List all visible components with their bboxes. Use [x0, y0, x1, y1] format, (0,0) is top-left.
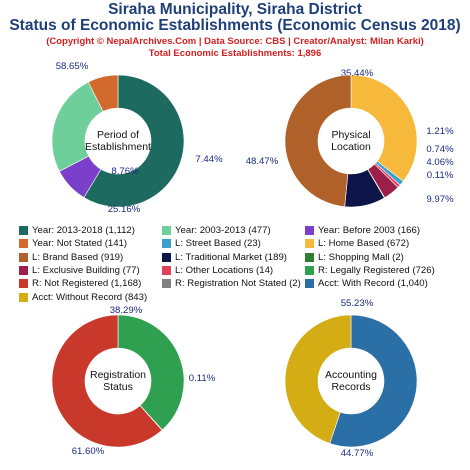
donut-1: 58.65% 8.76% 25.16% 7.44% Period ofEstablish… — [51, 61, 223, 215]
legend-swatch — [19, 265, 28, 275]
chart-subtitle: Status of Economic Establishments (Econo… — [9, 17, 461, 34]
legend-swatch — [305, 226, 314, 235]
slice-label-4-2: 44.77% — [341, 448, 374, 459]
legend-label: L: Street Based (23) — [175, 238, 261, 250]
slice-label-1-3: 25.16% — [108, 204, 141, 215]
center-label-4-2: Records — [331, 381, 370, 393]
slice-label-1-2: 8.76% — [111, 166, 139, 177]
slice-1-4 — [87, 74, 119, 112]
legend-label: R: Not Registered (1,168) — [32, 278, 142, 290]
slice-label-2-2: 1.21% — [426, 126, 454, 137]
legend-label: Acct: With Record (1,040) — [318, 278, 428, 290]
legend-swatch — [19, 239, 28, 249]
legend-swatch — [305, 252, 314, 262]
slice-label-3-1: 38.29% — [110, 305, 143, 316]
legend-swatch — [162, 265, 171, 275]
slice-label-1-1: 58.65% — [56, 61, 89, 72]
center-label-2-2: Location — [331, 141, 371, 153]
legend-swatch — [305, 239, 314, 249]
legend-swatch — [305, 279, 314, 289]
center-label-3-1: Registration — [90, 369, 146, 381]
donut-2: 35.44% 1.21% 0.74% 4.06% 0.11% 9.97% 48.47% Phy… — [246, 68, 454, 208]
slice-label-1-4: 7.44% — [195, 154, 223, 165]
legend-swatch — [19, 252, 28, 262]
legend-label: L: Home Based (672) — [318, 238, 410, 250]
legend-swatch — [162, 279, 171, 289]
total-establishments: Total Economic Establishments: 1,896 — [148, 48, 322, 59]
slice-4-1 — [329, 314, 418, 448]
legend-label: L: Shopping Mall (2) — [318, 251, 404, 263]
slice-1-1 — [83, 74, 185, 208]
legend-label: Year: Before 2003 (166) — [318, 225, 421, 236]
legend-swatch — [162, 239, 171, 249]
legend-label: L: Brand Based (919) — [32, 251, 124, 263]
slice-label-3-2: 0.11% — [189, 373, 216, 384]
center-label-4-1: Accounting — [325, 369, 377, 381]
legend-swatch — [162, 252, 171, 262]
slice-label-2-7: 48.47% — [246, 156, 279, 167]
legend-label: R: Legally Registered (726) — [318, 264, 435, 276]
slice-label-2-1: 35.44% — [341, 68, 374, 79]
legend-label: Acct: Without Record (843) — [32, 291, 148, 303]
slice-4-2 — [284, 314, 352, 444]
center-label-3-2: Status — [103, 381, 133, 393]
slice-label-2-4: 4.06% — [426, 157, 454, 168]
slice-label-2-6: 9.97% — [426, 194, 454, 205]
center-label-1-2: Establishment — [85, 141, 151, 153]
legend-label: Year: 2003-2013 (477) — [175, 225, 271, 236]
legend-swatch — [19, 292, 28, 302]
slice-1-3 — [51, 81, 104, 172]
legend-swatch — [162, 226, 171, 235]
slice-3-3 — [51, 314, 163, 448]
legend-label: L: Exclusive Building (77) — [32, 264, 140, 276]
slice-3-1 — [117, 314, 185, 431]
legend-label: Year: Not Stated (141) — [32, 238, 128, 250]
legend-label: R: Registration Not Stated (2) — [175, 278, 301, 290]
slice-label-4-1: 55.23% — [341, 298, 374, 309]
center-label-1-1: Period of — [97, 129, 139, 141]
slice-label-2-5: 0.11% — [427, 170, 454, 181]
slice-2-7 — [284, 74, 352, 208]
copyright-note: (Copyright © NepalArchives.Com | Data So… — [46, 36, 424, 47]
slice-2-1 — [350, 74, 418, 182]
slice-label-2-3: 0.74% — [426, 144, 454, 155]
chart-title: Siraha Municipality, Siraha District — [108, 1, 362, 18]
legend-label: L: Traditional Market (189) — [175, 251, 287, 263]
legend-swatch — [305, 265, 314, 275]
legend-swatch — [19, 226, 28, 235]
center-label-2-1: Physical — [331, 129, 370, 141]
slice-label-3-3: 61.60% — [72, 446, 105, 457]
legend-label: Year: 2013-2018 (1,112) — [32, 225, 135, 236]
legend-swatch — [19, 279, 28, 289]
legend-label: L: Other Locations (14) — [175, 264, 274, 276]
